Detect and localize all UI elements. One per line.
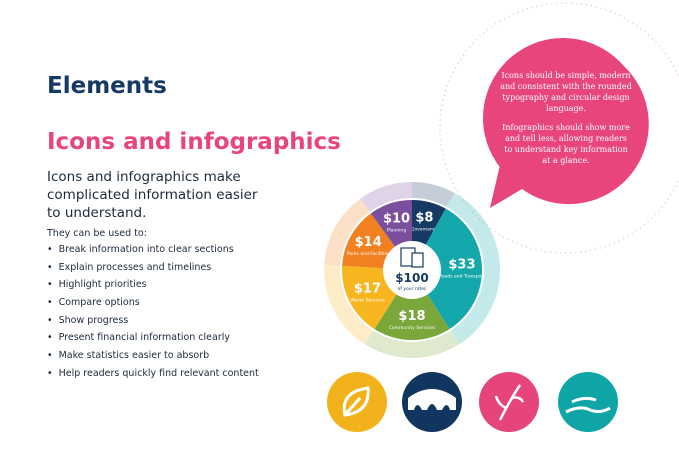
segment bbox=[412, 208, 482, 330]
bullet-item: Make statistics easier to absorb bbox=[47, 350, 259, 368]
total-caption: of your rates bbox=[398, 286, 427, 292]
ring-band bbox=[324, 264, 374, 345]
ring-band bbox=[446, 192, 500, 345]
bullet-item: Highlight priorities bbox=[47, 279, 259, 297]
ring-band bbox=[364, 330, 460, 358]
segment-value: $10 bbox=[383, 211, 410, 226]
section-heading: Elements bbox=[47, 73, 167, 99]
center-disc bbox=[383, 241, 441, 299]
callout-paragraph: Infographics should show more and tell l… bbox=[502, 123, 630, 165]
speech-bubble-body bbox=[483, 38, 643, 198]
segment bbox=[374, 270, 450, 340]
segment-value: $14 bbox=[355, 235, 382, 250]
segment-value: $33 bbox=[448, 257, 475, 272]
bullet-item: Help readers quickly find relevant conte… bbox=[47, 368, 259, 386]
segment-value: $17 bbox=[354, 282, 381, 297]
bullet-list: Break information into clear sectionsExp… bbox=[47, 244, 259, 386]
segment-name: Parks and Facilities bbox=[347, 251, 390, 257]
total-value: $100 bbox=[395, 271, 428, 285]
segment-value: $8 bbox=[415, 211, 433, 226]
ring-band bbox=[324, 198, 370, 266]
river-icon bbox=[558, 372, 618, 432]
bullet-item: Explain processes and timelines bbox=[47, 262, 259, 280]
list-heading: They can be used to: bbox=[47, 228, 147, 239]
segment-name: Roads and Transport bbox=[439, 273, 485, 279]
segment-name: Waste Services bbox=[350, 298, 385, 304]
callout-paragraph: Icons should be simple, modern and consi… bbox=[500, 71, 632, 113]
calculator-icon bbox=[411, 252, 424, 268]
bullet-item: Compare options bbox=[47, 297, 259, 315]
page-title: Icons and infographics bbox=[47, 129, 341, 155]
bridge-shape bbox=[408, 389, 456, 410]
segment-name: Governance bbox=[411, 227, 438, 233]
section-title: Elements bbox=[47, 73, 167, 99]
segment-name: Community Services bbox=[389, 325, 436, 331]
bullet-item: Show progress bbox=[47, 315, 259, 333]
bullet-item: Present financial information clearly bbox=[47, 332, 259, 350]
plant-shape bbox=[494, 384, 525, 421]
ring-band bbox=[412, 182, 455, 207]
icon-row bbox=[327, 372, 618, 432]
ring-band bbox=[360, 182, 412, 212]
river-shape bbox=[565, 396, 611, 414]
page-heading: Icons and infographics bbox=[47, 129, 341, 155]
callout-text: Icons should be simple, modern and consi… bbox=[500, 70, 632, 174]
bullet-item: Break information into clear sections bbox=[47, 244, 259, 262]
segment-name: Planning bbox=[387, 227, 407, 233]
leaf-shape bbox=[342, 386, 370, 417]
segment-value: $18 bbox=[398, 309, 425, 324]
intro-text: Icons and infographics make complicated … bbox=[47, 169, 258, 221]
